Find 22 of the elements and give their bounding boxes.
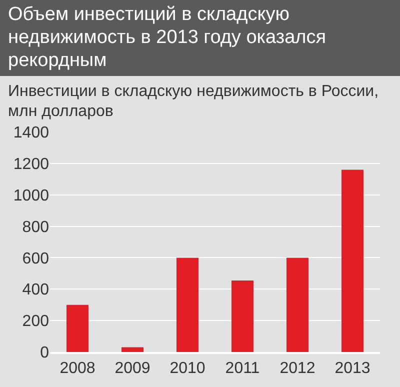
- bar: [122, 347, 144, 352]
- y-tick-label: 0: [40, 344, 50, 362]
- x-tick-label: 2008: [60, 360, 96, 378]
- chart-title: Объем инвестиций в складскую недвижимость в 2013 году оказался рекордным: [0, 0, 400, 76]
- x-tick-label: 2013: [334, 360, 370, 378]
- chart-subtitle: Инвестиции в складскую недвижимость в России, млн долларов: [7, 82, 380, 122]
- bar: [66, 304, 88, 352]
- bar: [286, 258, 308, 352]
- y-tick-label: 1200: [13, 156, 50, 174]
- y-tick-label: 600: [22, 250, 50, 268]
- y-tick-label: 200: [22, 313, 50, 330]
- x-tick-label: 2011: [225, 360, 260, 378]
- bar: [342, 170, 364, 352]
- y-tick-label: 1400: [13, 124, 50, 142]
- y-tick-label: 800: [22, 218, 50, 236]
- x-tick-label: 2012: [280, 360, 316, 378]
- x-tick-label: 2009: [114, 360, 150, 378]
- y-tick-label: 400: [22, 282, 50, 299]
- y-tick-label: 1000: [13, 187, 50, 204]
- bar: [176, 258, 198, 352]
- x-tick-label: 2010: [170, 360, 206, 378]
- bar: [232, 280, 254, 352]
